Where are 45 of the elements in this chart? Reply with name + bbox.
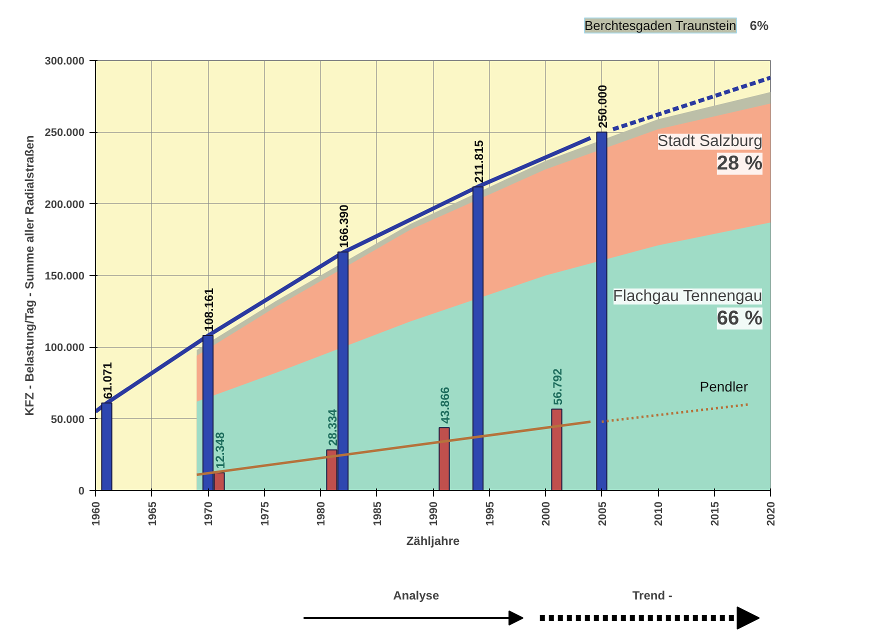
bar	[438, 427, 450, 490]
data-label: 211.815	[472, 140, 486, 183]
x-tick-label: 1960	[90, 501, 102, 526]
x-tick-label: 1980	[316, 501, 328, 526]
x-tick-label: 1995	[484, 501, 496, 526]
y-tick-label: 150.000	[44, 270, 85, 282]
y-axis-title: KFZ - Belastung/Tag - Summe aller Radialstraßen	[22, 135, 37, 416]
x-tick-label: 1990	[428, 501, 440, 526]
text: Analyse	[393, 588, 440, 602]
y-tick-label: 250.000	[44, 127, 85, 140]
data-label: 12.348	[213, 432, 228, 469]
x-axis-title: Zähljahre	[406, 534, 460, 548]
x-tick-label: 2010	[653, 501, 665, 526]
text: 6%	[750, 18, 769, 33]
annotation: 28 %	[716, 152, 763, 175]
x-tick-label: 2005	[596, 501, 609, 526]
x-tick-label: 1970	[203, 501, 215, 526]
x-tick-label: 1985	[372, 501, 384, 526]
bar	[101, 402, 112, 490]
series-label: Stadt Salzburg	[658, 133, 762, 150]
x-tick-label: 1965	[146, 501, 159, 526]
annotation: 66 %	[716, 308, 763, 330]
series-label: Pendler	[700, 378, 748, 394]
data-label: 28.334	[326, 408, 340, 446]
y-tick-label: 0	[78, 486, 85, 498]
x-tick-label: 2015	[709, 501, 722, 526]
y-tick-label: 200.000	[44, 198, 85, 211]
series-label: Flachgau Tennengau	[613, 288, 762, 305]
data-label: 43.866	[438, 386, 452, 424]
bar	[472, 186, 484, 490]
data-label: 166.390	[337, 204, 351, 248]
x-tick-label: 2020	[766, 501, 778, 526]
x-tick-label: 2000	[540, 501, 552, 526]
data-label: 61.071	[100, 362, 115, 399]
text: Trend -	[632, 588, 672, 602]
y-tick-label: 300.000	[44, 56, 85, 68]
x-tick-label: 1975	[259, 501, 272, 526]
bar	[596, 132, 608, 490]
data-label: 56.792	[550, 368, 565, 406]
text: Berchtesgaden Traunstein	[584, 18, 736, 33]
data-label: 108.161	[202, 288, 216, 332]
y-tick-label: 100.000	[44, 342, 85, 354]
bar	[551, 408, 562, 490]
data-label: 250.000	[596, 84, 610, 128]
y-tick-label: 50.000	[50, 414, 85, 426]
